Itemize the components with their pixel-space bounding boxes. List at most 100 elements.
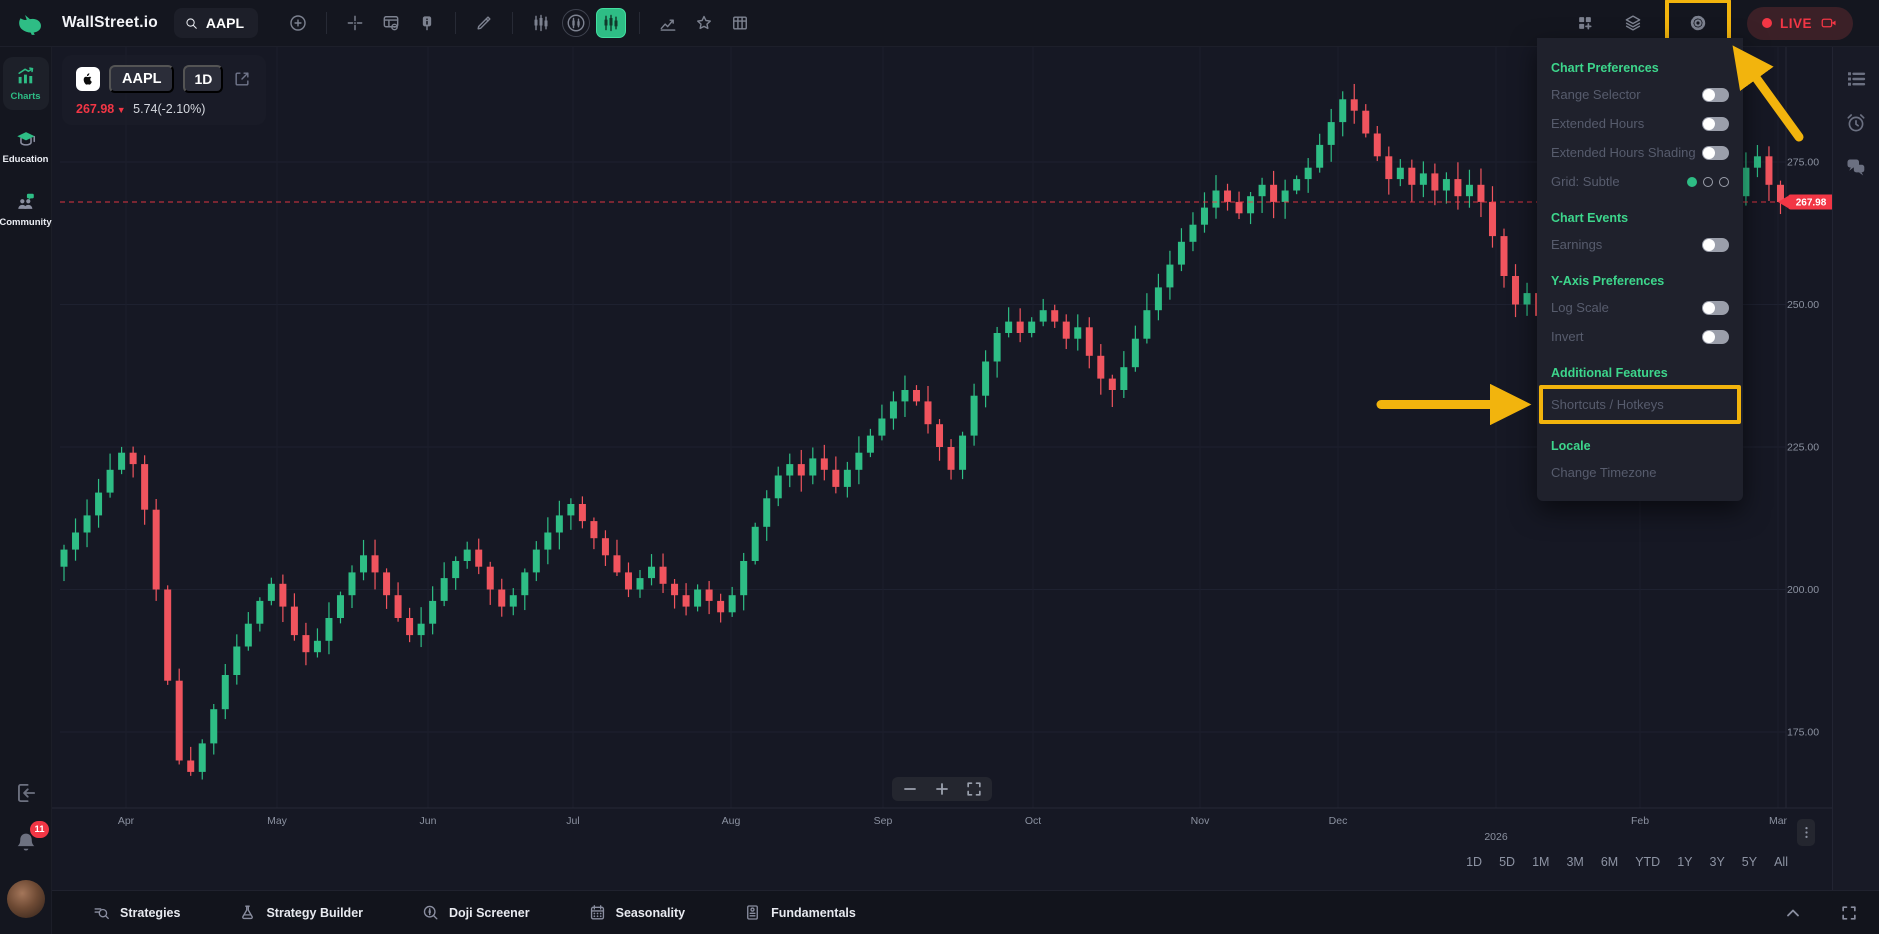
zoom-plus-button[interactable] xyxy=(932,779,952,799)
menu-item-shortcuts-hotkeys[interactable]: Shortcuts / Hotkeys xyxy=(1551,390,1729,419)
dot-selected[interactable] xyxy=(1687,176,1697,187)
bottom-tab-seasonality[interactable]: Seasonality xyxy=(588,903,685,922)
candle xyxy=(832,469,840,487)
menu-item-log-scale[interactable]: Log Scale xyxy=(1551,293,1729,322)
collapse-bar-button[interactable] xyxy=(1783,903,1803,923)
dot-option[interactable] xyxy=(1703,176,1713,187)
sidebar-item-charts[interactable]: Charts xyxy=(2,57,49,110)
bottom-tab-label: Strategy Builder xyxy=(266,905,364,920)
candles-button[interactable] xyxy=(526,8,556,38)
range-button-6m[interactable]: 6M xyxy=(1600,855,1619,869)
range-button-3m[interactable]: 3M xyxy=(1566,855,1584,869)
candle xyxy=(959,435,967,470)
menu-item-extended-hours-shading[interactable]: Extended Hours Shading xyxy=(1551,138,1729,167)
menu-item-label: Earnings xyxy=(1551,237,1603,252)
live-stream-button[interactable]: LIVE xyxy=(1746,6,1853,40)
list-panel-button[interactable] xyxy=(1844,67,1868,91)
candle xyxy=(1281,190,1289,202)
grid-style-dots[interactable] xyxy=(1687,176,1729,187)
chart-toolbar xyxy=(280,8,758,38)
menu-item-change-timezone[interactable]: Change Timezone xyxy=(1551,458,1729,487)
pencil-button[interactable] xyxy=(469,8,499,38)
grid-button[interactable] xyxy=(725,8,755,38)
candle xyxy=(1385,156,1393,180)
brand-title: WallStreet.io xyxy=(62,14,158,31)
bottom-tab-strategy-builder[interactable]: Strategy Builder xyxy=(238,903,363,922)
candle xyxy=(624,572,632,590)
expand-symbol-button[interactable] xyxy=(232,69,252,89)
candle xyxy=(659,566,667,584)
dot-option[interactable] xyxy=(1719,176,1729,187)
candles-button[interactable] xyxy=(562,9,591,37)
symbol-search[interactable]: AAPL xyxy=(173,8,259,38)
candle xyxy=(187,760,195,772)
toolbar-divider xyxy=(512,12,514,34)
tag-info-button[interactable] xyxy=(412,8,442,38)
menu-item-range-selector[interactable]: Range Selector xyxy=(1551,80,1729,109)
sidebar-item-community[interactable]: Community xyxy=(0,183,52,236)
notifications-button[interactable]: 11 xyxy=(13,821,49,856)
range-button-3y[interactable]: 3Y xyxy=(1709,855,1725,869)
star-button[interactable] xyxy=(689,8,719,38)
range-button-1m[interactable]: 1M xyxy=(1532,855,1550,869)
layout-eye-button[interactable] xyxy=(376,8,406,38)
menu-item-grid-subtle[interactable]: Grid: Subtle xyxy=(1551,167,1729,196)
bottom-tab-doji-screener[interactable]: Doji Screener xyxy=(421,903,530,922)
candle xyxy=(1143,310,1151,339)
candle xyxy=(820,458,828,470)
range-button-1d[interactable]: 1D xyxy=(1466,855,1483,869)
bottom-tab-label: Strategies xyxy=(120,905,181,920)
bottom-right-tools xyxy=(1783,903,1879,923)
alarm-panel-button[interactable] xyxy=(1844,111,1868,135)
candle xyxy=(233,646,241,675)
candle xyxy=(1523,293,1531,305)
time-tick-label: May xyxy=(267,815,288,827)
candle xyxy=(1765,156,1773,185)
toggle-off[interactable] xyxy=(1702,145,1729,160)
toggle-off[interactable] xyxy=(1702,329,1729,344)
chat-panel-button[interactable] xyxy=(1844,155,1868,179)
menu-item-label: Shortcuts / Hotkeys xyxy=(1551,397,1664,412)
menu-section-title: Chart Preferences xyxy=(1551,61,1659,75)
candles-active-button[interactable] xyxy=(596,8,627,38)
menu-item-invert[interactable]: Invert xyxy=(1551,322,1729,351)
collapse-panel-button[interactable] xyxy=(13,780,39,806)
bottom-tab-fundamentals[interactable]: Fundamentals xyxy=(743,903,856,922)
zoom-minus-button[interactable] xyxy=(900,779,920,799)
gear-button[interactable] xyxy=(1683,8,1713,38)
range-button-all[interactable]: All xyxy=(1774,855,1788,869)
zoom-expand-button[interactable] xyxy=(964,779,984,799)
axis-more-button[interactable] xyxy=(1797,819,1815,846)
range-button-5y[interactable]: 5Y xyxy=(1741,855,1758,869)
toggle-off[interactable] xyxy=(1702,300,1729,315)
toggle-off[interactable] xyxy=(1702,87,1729,102)
sidebar-item-education[interactable]: Education xyxy=(3,120,49,173)
trend-button[interactable] xyxy=(653,8,683,38)
menu-item-extended-hours[interactable]: Extended Hours xyxy=(1551,109,1729,138)
crosshair-button[interactable] xyxy=(340,8,370,38)
chart-region[interactable]: 275.00 250.00 225.00 200.00 175.00 Apr May Jun J… xyxy=(52,47,1832,890)
plus-circle-button[interactable] xyxy=(283,8,313,38)
toggle-off[interactable] xyxy=(1702,237,1729,252)
user-avatar[interactable] xyxy=(6,880,45,918)
menu-item-earnings[interactable]: Earnings xyxy=(1551,230,1729,259)
range-button-5d[interactable]: 5D xyxy=(1499,855,1516,869)
range-selector-row: 1D 5D 1M 3M 6M YTD 1Y 3Y 5Y All xyxy=(1466,855,1788,869)
toggle-off[interactable] xyxy=(1702,116,1729,131)
layers-button[interactable] xyxy=(1618,8,1648,38)
range-button-ytd[interactable]: YTD xyxy=(1635,855,1661,869)
candle xyxy=(279,583,287,607)
timeframe-chip[interactable]: 1D xyxy=(183,65,224,93)
candle xyxy=(509,595,517,607)
bottom-tabs: Strategies Strategy Builder Doji Screener S… xyxy=(92,903,914,922)
menu-item-label: Invert xyxy=(1551,329,1584,344)
candle xyxy=(313,640,321,653)
layout-eye-icon xyxy=(381,13,401,33)
candle xyxy=(83,515,91,533)
dash-add-button[interactable] xyxy=(1570,8,1600,38)
symbol-chip[interactable]: AAPL xyxy=(109,65,175,93)
range-button-1y[interactable]: 1Y xyxy=(1677,855,1693,869)
fullscreen-button[interactable] xyxy=(1839,903,1859,923)
bottom-tab-strategies[interactable]: Strategies xyxy=(92,903,180,922)
top-bar: WallStreet.io AAPL LIVE xyxy=(0,0,1879,47)
